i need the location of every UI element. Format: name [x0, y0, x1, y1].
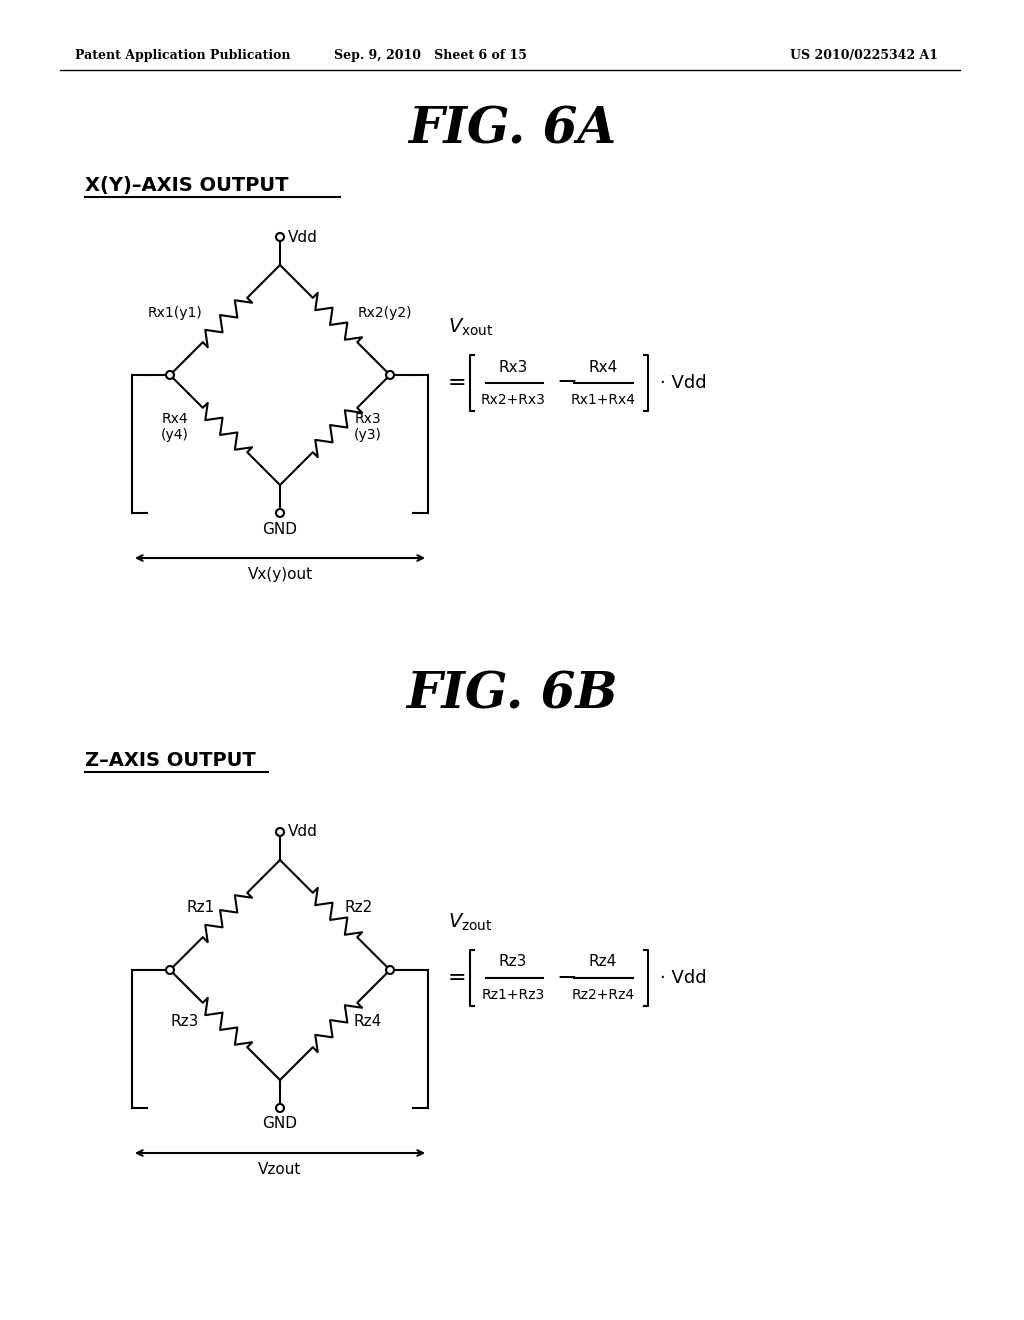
Text: −: − [556, 966, 577, 990]
Text: Z–AXIS OUTPUT: Z–AXIS OUTPUT [85, 751, 256, 770]
Text: Rz3: Rz3 [499, 954, 527, 969]
Text: Rx4: Rx4 [589, 359, 617, 375]
Text: Rx1(y1): Rx1(y1) [147, 306, 202, 319]
Circle shape [276, 1104, 284, 1111]
Text: · Vdd: · Vdd [660, 374, 707, 392]
Circle shape [276, 828, 284, 836]
Text: −: − [556, 371, 577, 395]
Text: Rx4
(y4): Rx4 (y4) [161, 412, 189, 442]
Text: · Vdd: · Vdd [660, 969, 707, 987]
Text: Sep. 9, 2010   Sheet 6 of 15: Sep. 9, 2010 Sheet 6 of 15 [334, 49, 526, 62]
Text: Rz4: Rz4 [354, 1015, 382, 1030]
Text: Rx1+Rx4: Rx1+Rx4 [570, 393, 636, 407]
Text: US 2010/0225342 A1: US 2010/0225342 A1 [790, 49, 938, 62]
Text: Vdd: Vdd [288, 230, 317, 244]
Text: Rx3: Rx3 [499, 359, 527, 375]
Circle shape [386, 966, 394, 974]
Text: Vx(y)out: Vx(y)out [248, 568, 312, 582]
Text: Rz4: Rz4 [589, 954, 617, 969]
Text: Vzout: Vzout [258, 1163, 302, 1177]
Circle shape [276, 510, 284, 517]
Circle shape [166, 371, 174, 379]
Text: =: = [449, 968, 467, 989]
Text: Rz3: Rz3 [171, 1015, 200, 1030]
Text: FIG. 6A: FIG. 6A [408, 106, 616, 154]
Text: GND: GND [262, 521, 298, 536]
Text: Rx2(y2): Rx2(y2) [358, 306, 413, 319]
Text: =: = [449, 372, 467, 393]
Circle shape [276, 234, 284, 242]
Text: Rz1+Rz3: Rz1+Rz3 [481, 987, 545, 1002]
Circle shape [386, 371, 394, 379]
Text: Rx3
(y3): Rx3 (y3) [354, 412, 382, 442]
Text: Vdd: Vdd [288, 825, 317, 840]
Text: $V_{\mathrm{xout}}$: $V_{\mathrm{xout}}$ [449, 317, 494, 338]
Text: Rz2: Rz2 [345, 900, 374, 916]
Text: GND: GND [262, 1117, 298, 1131]
Text: X(Y)–AXIS OUTPUT: X(Y)–AXIS OUTPUT [85, 176, 289, 194]
Text: Rz1: Rz1 [186, 900, 215, 916]
Circle shape [166, 966, 174, 974]
Text: Rz2+Rz4: Rz2+Rz4 [571, 987, 635, 1002]
Text: FIG. 6B: FIG. 6B [407, 671, 617, 719]
Text: $V_{\mathrm{zout}}$: $V_{\mathrm{zout}}$ [449, 911, 493, 933]
Text: Rx2+Rx3: Rx2+Rx3 [480, 393, 546, 407]
Text: Patent Application Publication: Patent Application Publication [75, 49, 291, 62]
